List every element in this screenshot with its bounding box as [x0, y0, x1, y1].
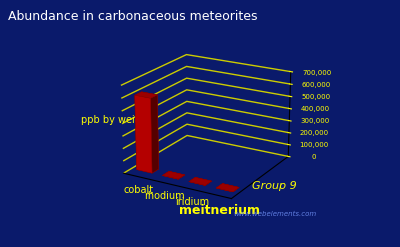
- Text: Abundance in carbonaceous meteorites: Abundance in carbonaceous meteorites: [8, 10, 258, 23]
- Text: www.webelements.com: www.webelements.com: [234, 211, 317, 217]
